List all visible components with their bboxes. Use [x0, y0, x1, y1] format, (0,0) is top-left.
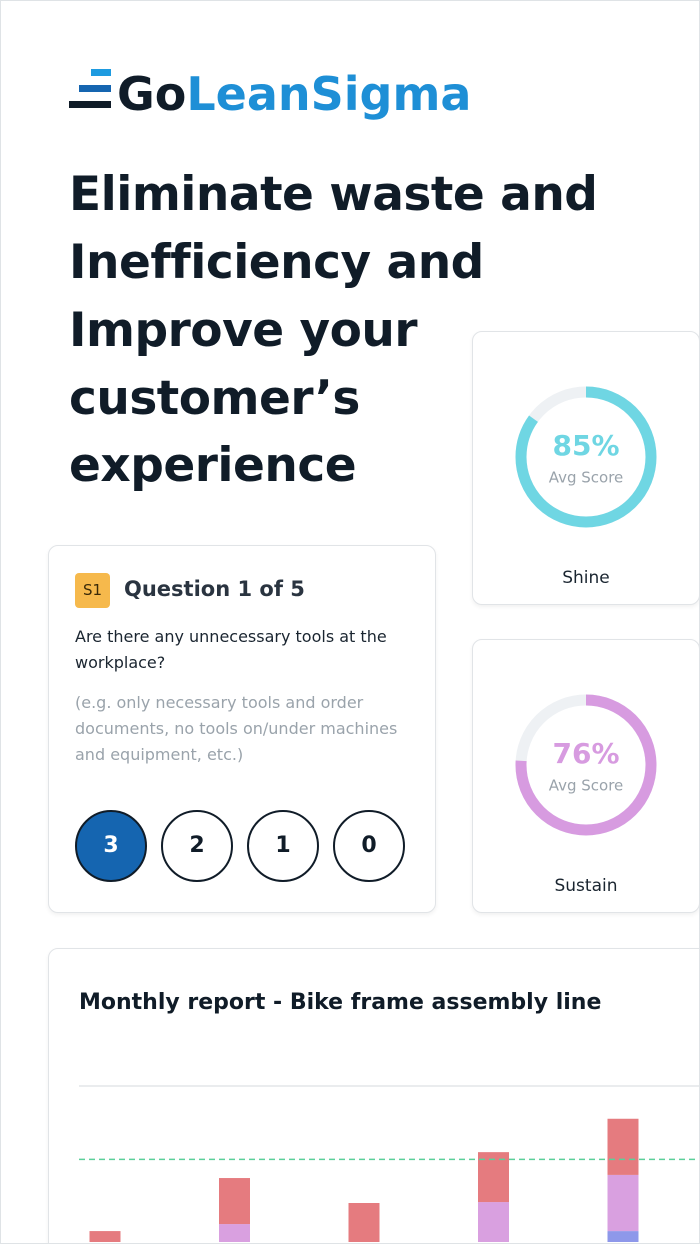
bar-segment — [219, 1224, 250, 1242]
logo-text: GoLeanSigma — [117, 67, 471, 121]
logo-part: LeanSigma — [186, 67, 471, 121]
score-card: 85% Avg Score Shine — [472, 331, 699, 605]
card-name: Sustain — [554, 876, 617, 896]
headline: Eliminate waste and — [69, 167, 598, 222]
card-name: Shine — [562, 568, 610, 588]
donut-chart: 76% Avg Score Sustain — [515, 694, 657, 896]
question-card: S1 Question 1 of 5 Are there any unneces… — [48, 545, 436, 913]
bar-segment — [607, 1231, 639, 1242]
badge: S1 — [75, 573, 110, 608]
question-hint: (e.g. only necessary tools and order doc… — [75, 693, 398, 764]
donut-arc — [515, 386, 657, 528]
score-card: 76% Avg Score Sustain — [472, 639, 699, 913]
logo-part: Go — [117, 67, 186, 121]
donut-arc — [515, 694, 657, 836]
bar-segment — [348, 1203, 380, 1242]
donut-chart: 85% Avg Score Shine — [515, 386, 657, 588]
logo: GoLeanSigma — [69, 67, 471, 121]
option-button[interactable]: 1 — [247, 810, 319, 882]
headline: experience — [69, 438, 357, 493]
bar-segment — [89, 1231, 121, 1242]
bar-segment — [607, 1118, 639, 1175]
option-button[interactable]: 2 — [161, 810, 233, 882]
donut-sublabel: Avg Score — [549, 469, 624, 487]
logo-icon — [79, 85, 111, 92]
donut-value: 85% — [552, 429, 619, 462]
bar-segment — [478, 1202, 509, 1242]
report-card: Monthly report - Bike frame assembly lin… — [48, 948, 699, 1243]
option-button[interactable]: 0 — [333, 810, 405, 882]
headline: Inefficiency and — [69, 235, 484, 290]
donut-sublabel: Avg Score — [549, 777, 624, 795]
donut-value: 76% — [552, 737, 619, 770]
question-title: Question 1 of 5 — [124, 577, 305, 601]
chart-title: Monthly report - Bike frame assembly lin… — [79, 990, 601, 1015]
logo-icon — [69, 101, 111, 108]
headline: Improve your — [69, 303, 418, 358]
bar-segment — [478, 1152, 509, 1203]
bar-segment — [219, 1178, 250, 1225]
bar-chart: Monthly report - Bike frame assembly lin… — [79, 990, 699, 1242]
question-text: Are there any unnecessary tools at the w… — [75, 627, 387, 672]
bar-segment — [607, 1174, 639, 1232]
headline: customer’s — [69, 371, 360, 426]
option-button[interactable]: 3 — [75, 810, 147, 882]
logo-icon — [91, 69, 111, 76]
